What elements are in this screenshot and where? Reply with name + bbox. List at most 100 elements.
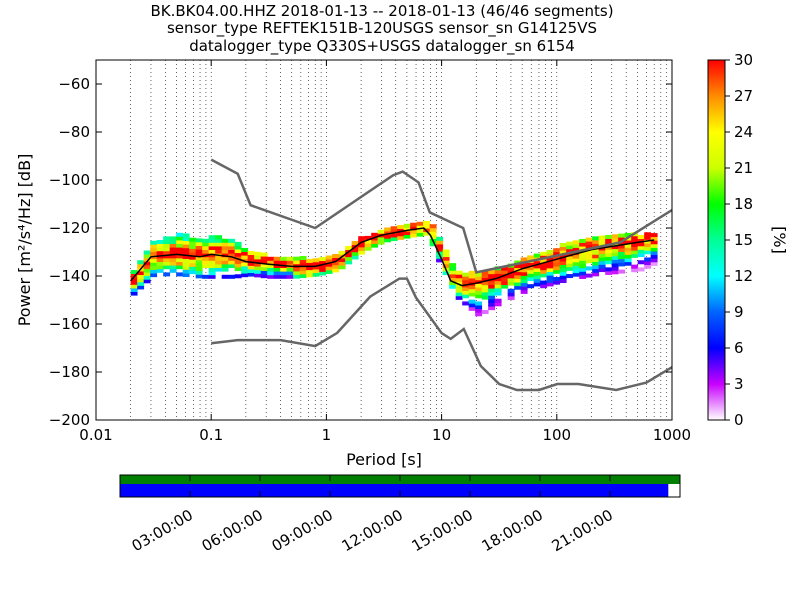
heatmap-cell [579, 267, 587, 272]
heatmap-cell [546, 253, 554, 258]
heatmap-cell [572, 272, 580, 277]
heatmap-cell [182, 247, 190, 252]
heatmap-cell [618, 262, 626, 267]
heatmap-cell [507, 277, 515, 282]
heatmap-cell [572, 254, 580, 259]
heatmap-cell [637, 267, 645, 272]
heatmap-cell [514, 271, 522, 276]
heatmap-cell [605, 270, 613, 275]
y-tick-label: −140 [49, 267, 90, 285]
heatmap-cell [546, 260, 554, 265]
heatmap-cell [273, 267, 281, 272]
heatmap-cell [566, 274, 574, 279]
heatmap-cell [228, 253, 236, 258]
heatmap-cell [182, 237, 190, 242]
heatmap-cell [468, 303, 476, 308]
heatmap-cell [182, 265, 190, 270]
heatmap-cell [533, 264, 541, 269]
heatmap-cell [559, 261, 567, 266]
heatmap-cell [585, 244, 593, 249]
heatmap-cell [215, 267, 223, 272]
heatmap-cell [455, 292, 463, 297]
heatmap-cell [559, 253, 567, 258]
heatmap-cell [163, 247, 171, 252]
colorbar: 0 3 6 9 12 15 18 21 24 27 30 [%] [707, 51, 789, 429]
heatmap-cell [254, 269, 262, 274]
heatmap-cell [481, 295, 489, 300]
title-line-3: datalogger_type Q330S+USGS datalogger_sn… [189, 37, 575, 56]
heatmap-cell [520, 268, 528, 273]
heatmap-cell [254, 262, 262, 267]
colorbar-tick-label: 6 [734, 339, 744, 357]
heatmap-cell [442, 263, 450, 268]
heatmap-cell [137, 271, 145, 276]
heatmap-cell [481, 277, 489, 282]
heatmap-cell [169, 243, 177, 248]
x-axis-ticks: 0.01 0.1 1 10 100 1000 [79, 60, 691, 444]
heatmap-cell [650, 236, 658, 241]
heatmap-cell [488, 291, 496, 296]
heatmap-cell [416, 232, 424, 237]
heatmap-cell [559, 275, 567, 280]
heatmap-cell [592, 268, 600, 273]
x-tick-label: 1 [322, 426, 332, 444]
heatmap-cell [637, 238, 645, 243]
heatmap-cell [462, 294, 470, 299]
heatmap-cell [475, 308, 483, 313]
heatmap-cell [429, 231, 437, 236]
heatmap-cell [338, 265, 346, 270]
heatmap-cell [150, 251, 158, 256]
heatmap-cell [208, 249, 216, 254]
heatmap-cell [475, 283, 483, 288]
heatmap-cell [254, 273, 262, 278]
heatmap-cell [592, 272, 600, 277]
heatmap-cell [481, 274, 489, 279]
heatmap-cell [462, 272, 470, 277]
heatmap-cell [156, 261, 164, 266]
heatmap-cell [169, 247, 177, 252]
heatmap-cell [215, 260, 223, 265]
heatmap-cell [598, 264, 606, 269]
heatmap-cell [475, 312, 483, 317]
heatmap-cell [130, 291, 138, 296]
colorbar-tick-label: 0 [734, 411, 744, 429]
heatmap-cell [488, 295, 496, 300]
heatmap-cell [624, 240, 632, 245]
heatmap-cell [156, 240, 164, 244]
heatmap-cell [351, 251, 359, 256]
heatmap-cell [475, 276, 483, 281]
heatmap-cell [241, 273, 249, 278]
heatmap-cell [163, 258, 171, 262]
heatmap-cell [150, 247, 158, 252]
heatmap-cell [299, 273, 307, 278]
heatmap-cell [507, 292, 515, 297]
heatmap-cell [579, 274, 587, 279]
x-tick-label: 0.1 [199, 426, 223, 444]
heatmap-cell [488, 284, 496, 289]
heatmap-cell [455, 288, 463, 293]
heatmap-cell [195, 256, 203, 261]
heatmap-cell [221, 267, 229, 272]
heatmap-cell [195, 245, 203, 250]
heatmap-cell [228, 274, 236, 279]
heatmap-cell [351, 255, 359, 260]
heatmap-cell [364, 235, 372, 240]
heatmap-cell [468, 288, 476, 293]
heatmap-cell [260, 259, 268, 264]
heatmap-cell [189, 237, 197, 242]
heatmap-cell [228, 238, 236, 243]
heatmap-cell [163, 265, 171, 270]
heatmap-cell [371, 232, 379, 237]
heatmap-cell [559, 257, 567, 262]
y-axis-label: Power [m²/s⁴/Hz] [dB] [15, 154, 34, 327]
heatmap-cell [143, 268, 151, 273]
heatmap-cell [540, 262, 548, 267]
heatmap-cell [182, 255, 190, 260]
heatmap-cell [494, 284, 502, 289]
heatmap-cell [572, 258, 580, 263]
heatmap-cell [241, 251, 249, 256]
heatmap-cell [540, 273, 548, 278]
colorbar-tick-label: 24 [734, 123, 753, 141]
heatmap-cell [572, 269, 580, 274]
heatmap-cell [650, 254, 658, 259]
